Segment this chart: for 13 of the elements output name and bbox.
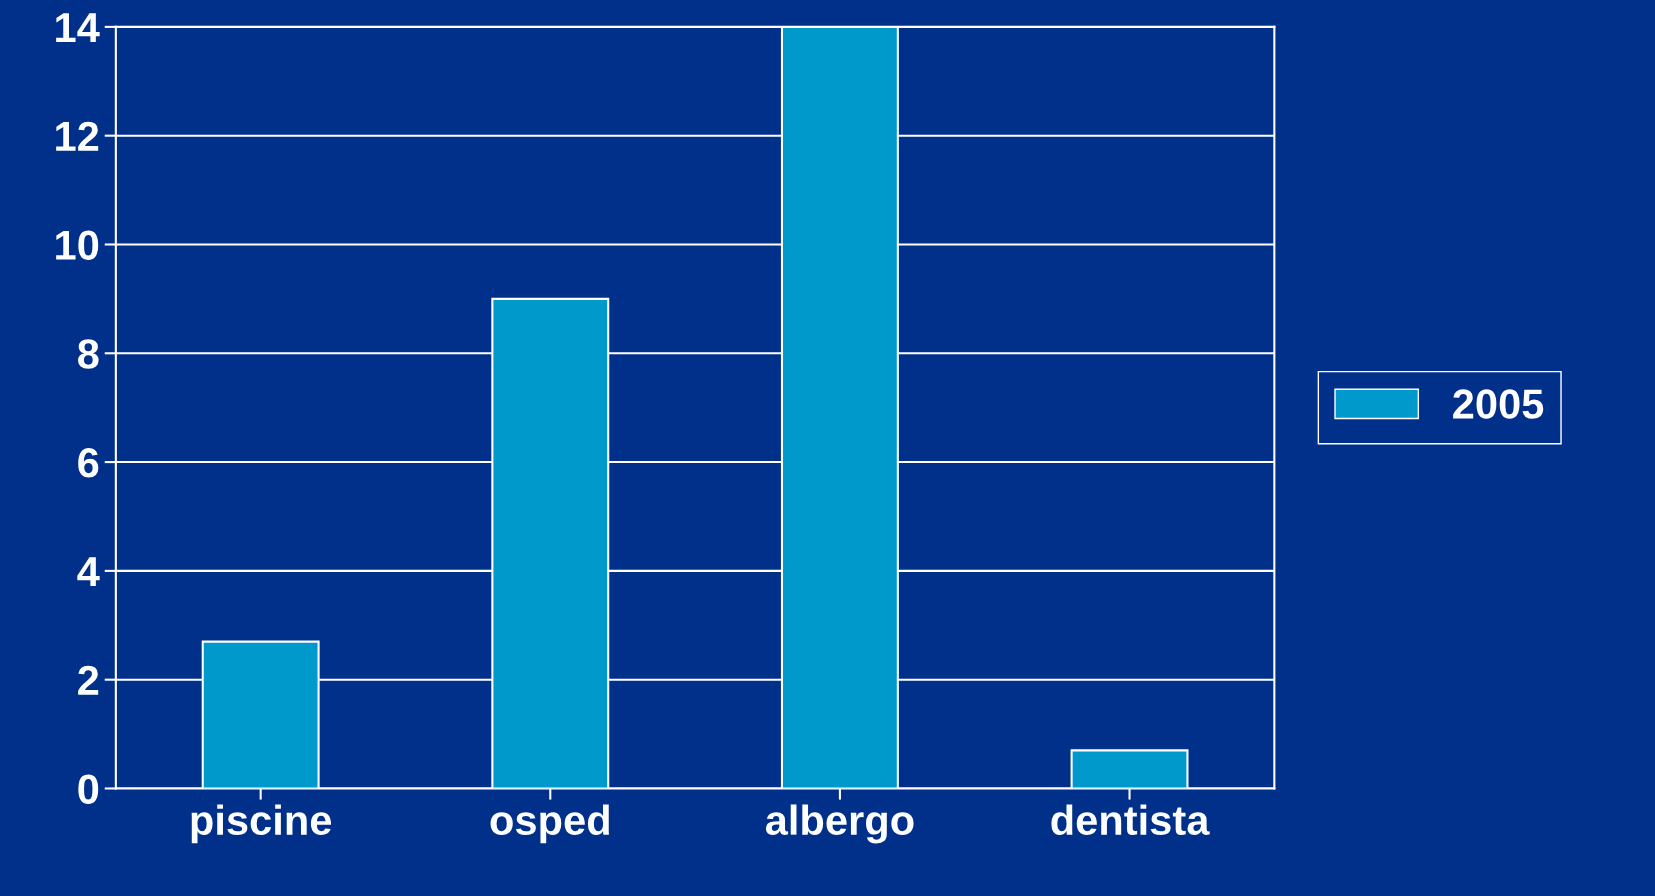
x-tick-label: dentista — [1051, 804, 1210, 836]
y-tick-label: 14 — [56, 13, 100, 42]
y-tick-label: 6 — [78, 448, 99, 478]
x-tick-label: albergo — [765, 804, 914, 844]
legend-label: 2005 — [1453, 389, 1544, 419]
y-tick-label: 12 — [56, 121, 99, 151]
y-tick-label: 8 — [78, 339, 99, 369]
y-tick-label: 10 — [56, 230, 99, 260]
y-tick-label: 4 — [77, 557, 100, 586]
x-tick-label: piscine — [191, 804, 332, 844]
x-tick-label: osped — [490, 804, 609, 844]
y-tick-label: 2 — [78, 665, 99, 695]
y-tick-label: 0 — [78, 774, 99, 804]
